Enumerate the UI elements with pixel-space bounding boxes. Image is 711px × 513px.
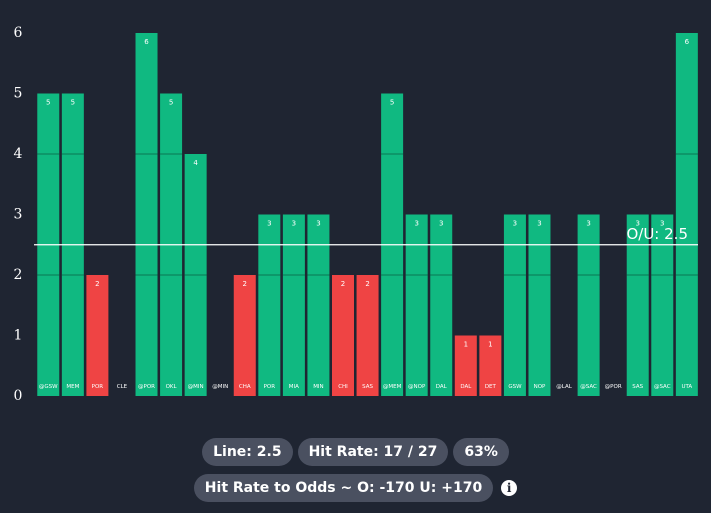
category-label: MIA <box>289 384 299 390</box>
category-label: CHA <box>239 384 251 390</box>
category-label: CHI <box>338 384 348 390</box>
bar-value-label: 2 <box>243 280 247 288</box>
bar <box>454 335 477 396</box>
bar <box>651 214 674 396</box>
category-label: MEM <box>66 384 79 390</box>
bar-value-label: 5 <box>390 99 394 107</box>
odds-row: Hit Rate to Odds ~ O: -170 U: +170 i <box>0 474 711 502</box>
category-label: @MIN <box>188 384 204 390</box>
bar <box>135 33 158 396</box>
bar-value-label: 3 <box>537 220 541 228</box>
category-label: GSW <box>508 384 522 390</box>
bar-value-label: 3 <box>414 220 418 228</box>
bar-value-label: 5 <box>46 99 50 107</box>
category-label: @SAC <box>580 384 597 390</box>
bar-value-label: 3 <box>513 220 517 228</box>
bar-value-label: 3 <box>267 220 271 228</box>
y-tick-label: 5 <box>14 86 23 102</box>
bar-value-label: 3 <box>292 220 296 228</box>
bar-value-label: 3 <box>635 220 639 228</box>
category-label: UTA <box>681 384 692 390</box>
bar-chart: 0 1 2 3 4 5 6 5 @GSW 5 MEM 2 POR CLE 6 @POR 5 OKL 4 @MIN @MI… <box>14 25 698 404</box>
category-label: DET <box>485 384 497 390</box>
bar-value-label: 3 <box>316 220 320 228</box>
bar <box>233 275 256 396</box>
bar <box>258 214 281 396</box>
info-icon[interactable]: i <box>501 480 518 496</box>
category-label: @SAC <box>654 384 671 390</box>
y-tick-label: 4 <box>14 146 23 162</box>
hit-rate-pill: Hit Rate: 17 / 27 <box>297 438 449 466</box>
bar <box>332 275 354 396</box>
bar <box>528 214 551 396</box>
summary-row: Line: 2.5 Hit Rate: 17 / 27 63% <box>0 438 711 466</box>
bar <box>577 214 600 396</box>
bar <box>430 214 453 396</box>
category-label: DAL <box>436 384 448 390</box>
odds-wrap: Hit Rate to Odds ~ O: -170 U: +170 i <box>193 474 518 502</box>
bar <box>282 214 305 396</box>
line-pill: Line: 2.5 <box>202 438 293 466</box>
category-label: @NOP <box>408 384 426 390</box>
bar-value-label: 2 <box>365 280 369 288</box>
bar <box>356 275 379 396</box>
category-label: MIN <box>313 384 323 390</box>
bar-value-label: 1 <box>464 341 468 349</box>
bar-value-label: 5 <box>71 99 75 107</box>
category-label: DAL <box>460 384 472 390</box>
category-label: @LAL <box>556 384 572 390</box>
bar-value-label: 3 <box>586 220 590 228</box>
bar-value-label: 4 <box>193 159 198 167</box>
bar-value-label: 2 <box>95 280 99 288</box>
bar <box>479 335 502 396</box>
category-label: @POR <box>138 384 155 390</box>
category-label: CLE <box>117 384 128 390</box>
y-tick-label: 1 <box>14 328 23 344</box>
bar-value-label: 1 <box>488 341 492 349</box>
bar-value-label: 6 <box>685 38 690 46</box>
bar-value-label: 3 <box>439 220 443 228</box>
y-tick-label: 6 <box>14 25 23 41</box>
bar-value-label: 2 <box>341 280 345 288</box>
category-label: OKL <box>166 384 178 390</box>
category-label: @GSW <box>39 384 58 390</box>
bar <box>503 214 526 396</box>
category-label: POR <box>264 384 276 390</box>
y-tick-label: 3 <box>14 207 23 223</box>
percent-pill: 63% <box>453 438 509 466</box>
bar-value-label: 3 <box>660 220 664 228</box>
category-label: @MIN <box>212 384 228 390</box>
y-tick-label: 0 <box>14 388 23 404</box>
bar <box>626 214 649 396</box>
category-label: NOP <box>534 384 546 390</box>
bar <box>86 275 109 396</box>
ou-line-label: O/U: 2.5 <box>626 225 688 243</box>
bar-value-label: 6 <box>144 38 149 46</box>
bar-value-label: 5 <box>169 99 173 107</box>
category-label: POR <box>92 384 104 390</box>
y-tick-label: 2 <box>14 267 23 283</box>
odds-pill: Hit Rate to Odds ~ O: -170 U: +170 <box>193 474 494 502</box>
category-label: @POR <box>605 384 622 390</box>
category-label: @MEM <box>383 384 402 390</box>
category-label: SAS <box>362 384 373 390</box>
category-label: SAS <box>632 384 643 390</box>
bar <box>184 154 207 396</box>
bar <box>307 214 330 396</box>
bar <box>675 33 698 396</box>
bar <box>405 214 428 396</box>
